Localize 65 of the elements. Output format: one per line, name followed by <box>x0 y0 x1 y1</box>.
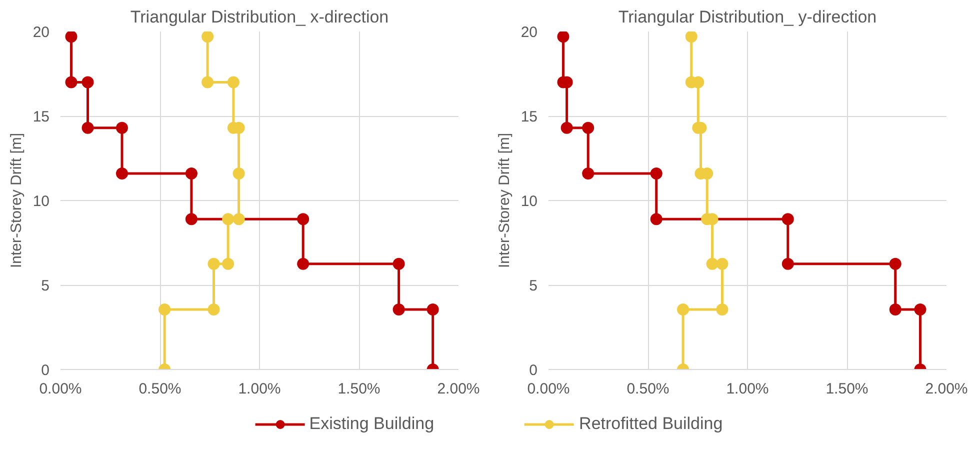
y-axis-title: Inter-Storey Drift [m] <box>496 132 513 268</box>
point <box>227 76 240 88</box>
x-tick-label: 1.50% <box>826 380 868 398</box>
point <box>392 258 405 270</box>
y-tick-label: 5 <box>41 278 50 294</box>
point <box>65 76 78 88</box>
point <box>706 258 718 270</box>
point <box>677 304 690 316</box>
point <box>582 167 594 180</box>
point <box>202 32 214 43</box>
y-tick-label: 0 <box>41 362 50 379</box>
point <box>232 167 245 180</box>
point <box>222 213 234 226</box>
point <box>560 122 573 134</box>
point <box>116 122 128 134</box>
y-tick-label: 10 <box>32 193 50 210</box>
point <box>202 76 214 88</box>
point <box>426 304 439 316</box>
point <box>685 32 698 43</box>
point <box>232 213 245 226</box>
point <box>185 167 198 180</box>
y-tick-label: 20 <box>32 24 50 41</box>
y-tick-label: 15 <box>520 108 538 126</box>
x-tick-label: 1.00% <box>726 380 769 398</box>
point <box>914 304 926 316</box>
point <box>716 258 728 270</box>
point <box>82 76 94 88</box>
point <box>782 258 794 270</box>
legend-label: Retrofitted Building <box>579 414 723 434</box>
chart-title: Triangular Distribution_ y-direction <box>618 8 877 26</box>
y-tick-label: 5 <box>529 278 538 294</box>
point <box>716 304 728 316</box>
y-axis-title: Inter-Storey Drift [m] <box>8 132 25 268</box>
point <box>650 167 662 180</box>
y-tick-label: 20 <box>520 24 538 41</box>
point <box>889 304 902 316</box>
point <box>889 258 902 270</box>
point <box>392 304 405 316</box>
x-tick-label: 0.00% <box>39 380 82 398</box>
point <box>557 32 570 43</box>
y-tick-label: 15 <box>32 108 50 126</box>
point <box>185 213 198 226</box>
point <box>782 213 794 226</box>
point <box>297 213 310 226</box>
x-tick-label: 1.50% <box>338 380 380 398</box>
point <box>650 213 662 226</box>
x-tick-label: 1.00% <box>238 380 281 398</box>
point <box>582 122 594 134</box>
point <box>222 258 234 270</box>
x-tick-label: 0.50% <box>626 380 670 398</box>
point <box>82 122 94 134</box>
x-tick-label: 2.00% <box>437 380 480 398</box>
legend-label: Existing Building <box>309 414 434 434</box>
y-tick-label: 0 <box>529 362 538 379</box>
point <box>116 167 128 180</box>
point <box>65 32 78 43</box>
point <box>208 304 220 316</box>
x-tick-label: 0.50% <box>138 380 182 398</box>
point <box>297 258 310 270</box>
point <box>158 304 171 316</box>
chart-title: Triangular Distribution_ x-direction <box>130 8 389 26</box>
x-tick-label: 0.00% <box>527 380 570 398</box>
x-tick-label: 2.00% <box>925 380 968 398</box>
point <box>208 258 220 270</box>
y-tick-label: 10 <box>520 193 538 210</box>
